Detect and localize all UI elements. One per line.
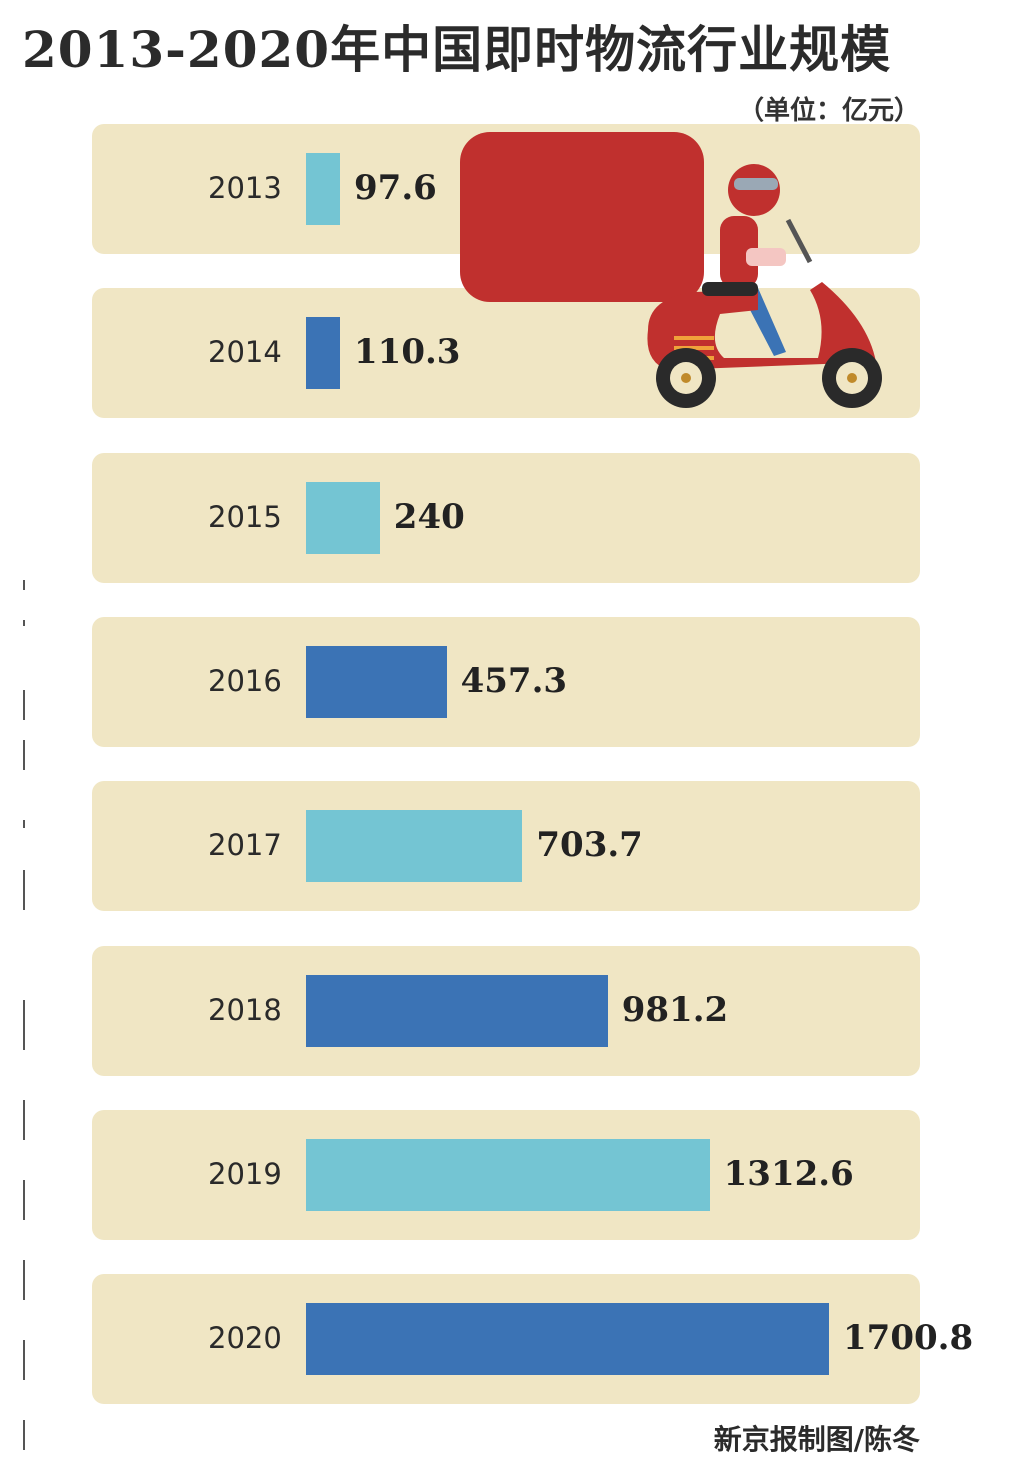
value-label-2017: 703.7 (536, 825, 643, 866)
year-label-2014: 2014 (208, 335, 282, 370)
row-band-2015 (92, 452, 920, 583)
value-label-2016: 457.3 (460, 660, 568, 701)
bar-2015 (306, 481, 380, 554)
bar-2017 (306, 810, 523, 883)
unit-label: （单位：亿元） (737, 96, 920, 126)
year-label-2019: 2019 (208, 1156, 282, 1191)
value-label-2019: 1312.6 (723, 1153, 854, 1194)
value-label-2015: 240 (393, 496, 465, 537)
row-band-2016 (92, 616, 920, 747)
bar-2019 (306, 1138, 710, 1211)
year-label-2016: 2016 (208, 663, 282, 698)
bar-2020 (306, 1303, 829, 1376)
bar-2018 (306, 974, 608, 1047)
year-label-2018: 2018 (208, 992, 282, 1027)
edge-marks (23, 580, 25, 1450)
year-label-2020: 2020 (208, 1321, 282, 1356)
delivery-scooter-icon (460, 132, 882, 408)
bar-2013 (306, 153, 340, 225)
bar-2014 (306, 317, 340, 390)
bar-2016 (306, 645, 447, 718)
value-label-2020: 1700.8 (843, 1318, 974, 1359)
chart-title: 2013-2020年中国即时物流行业规模 (22, 20, 892, 79)
value-label-2013: 97.6 (354, 168, 437, 208)
year-label-2017: 2017 (208, 828, 282, 863)
value-label-2018: 981.2 (621, 989, 729, 1030)
value-label-2014: 110.3 (354, 332, 461, 373)
credit-line: 新京报制图/陈冬 (713, 1423, 920, 1456)
year-label-2015: 2015 (208, 499, 282, 534)
year-label-2013: 2013 (208, 171, 282, 205)
